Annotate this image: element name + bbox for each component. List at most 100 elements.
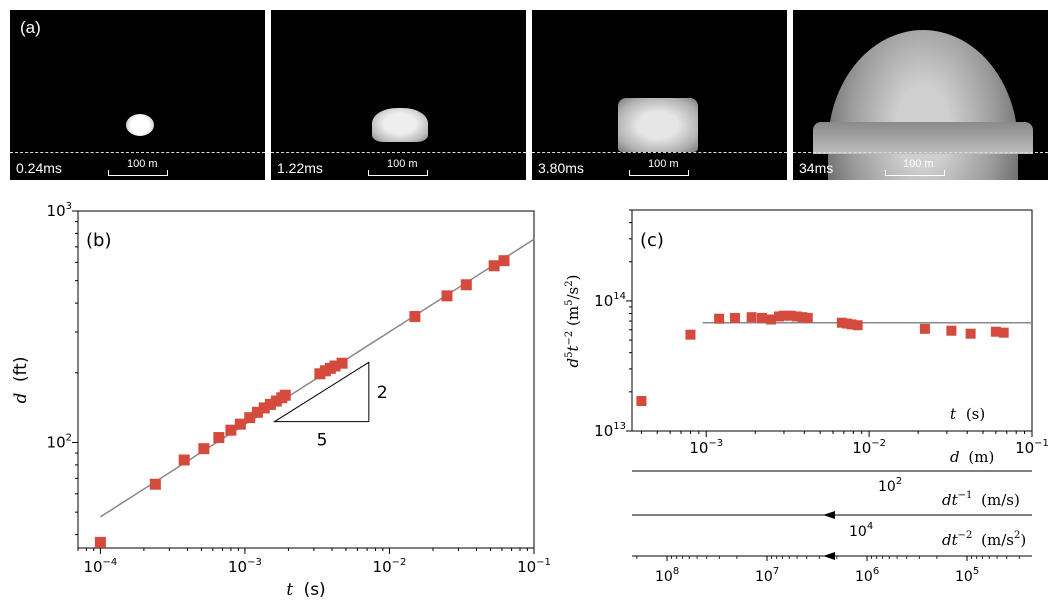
chart-b-point-0 bbox=[94, 536, 106, 548]
chart-c-x-tick-labels: 10−3 10−2 10−1 bbox=[689, 438, 1049, 457]
frame-2-time: 1.22ms bbox=[277, 160, 323, 176]
chart-c-point-18 bbox=[946, 325, 957, 336]
frame-1-scale-label: 100 m bbox=[127, 158, 158, 170]
acc-tick-8: 108 bbox=[655, 566, 679, 585]
chart-b-xtick-1: 10−3 bbox=[228, 557, 262, 576]
dust-skirt bbox=[813, 122, 1033, 154]
chart-c-ytick-1: 1014 bbox=[594, 291, 626, 310]
chart-b-point-1 bbox=[149, 478, 161, 490]
chart-b-xlabel-unit: (s) bbox=[304, 580, 326, 600]
chart-b-point-19 bbox=[409, 311, 421, 323]
chart-b-x-tick-labels: 10−4 10−3 10−2 10−1 bbox=[83, 557, 550, 576]
chart-c-xtick-1: 10−2 bbox=[852, 438, 886, 457]
chart-c: 10−3 10−2 10−1 1013 1014 (c) t (s) d5t−2 (m… bbox=[564, 209, 1049, 585]
chart-c-point-1 bbox=[685, 329, 696, 340]
panel-a-label: (a) bbox=[20, 18, 41, 37]
secondary-axis-acceleration-label: dt−2 (m/s2) bbox=[942, 524, 1026, 549]
chart-b-ylabel-var: d bbox=[11, 392, 31, 403]
frame-4-scale-label: 100 m bbox=[903, 158, 934, 170]
chart-c-point-5 bbox=[757, 312, 768, 323]
chart-c-point-20 bbox=[990, 326, 1001, 337]
frame-2: 1.22ms 100 m bbox=[271, 10, 526, 180]
chart-b-xlabel: t (s) bbox=[286, 580, 325, 600]
chart-c-point-10 bbox=[791, 311, 802, 322]
chart-c-point-3 bbox=[729, 312, 740, 323]
chart-b-point-13 bbox=[279, 389, 291, 401]
chart-c-point-19 bbox=[965, 328, 976, 339]
chart-b-xlabel-var: t bbox=[286, 580, 293, 600]
secondary-axis-d-tick: 102 bbox=[878, 476, 902, 495]
slope-run-label: 5 bbox=[317, 431, 328, 451]
frame-4-time: 34ms bbox=[799, 160, 834, 176]
chart-c-point-15 bbox=[846, 319, 857, 330]
frame-3: 3.80ms 100 m bbox=[532, 10, 787, 180]
slope-triangle bbox=[272, 361, 370, 423]
chart-b-point-10 bbox=[264, 398, 276, 410]
chart-c-inner-xlabel-var: t bbox=[950, 405, 957, 423]
acc-tick-7: 107 bbox=[755, 566, 779, 585]
chart-b-point-18 bbox=[336, 357, 348, 369]
panel-c-label: (c) bbox=[640, 230, 664, 251]
secondary-axis-acceleration-arrow bbox=[823, 552, 835, 560]
secondary-axis-d-label: d (m) bbox=[950, 448, 994, 466]
fireball-2 bbox=[372, 108, 428, 142]
chart-b-point-7 bbox=[244, 412, 256, 424]
chart-b-point-6 bbox=[234, 418, 246, 430]
chart-b-xtick-0: 10−4 bbox=[83, 557, 117, 576]
chart-b-point-17 bbox=[329, 360, 341, 372]
chart-b-point-9 bbox=[258, 402, 270, 414]
chart-b-xtick-3: 10−1 bbox=[517, 557, 551, 576]
chart-c-point-2 bbox=[714, 313, 725, 324]
chart-b-point-2 bbox=[178, 454, 190, 466]
acc-tick-5: 105 bbox=[955, 566, 979, 585]
frame-3-scale-label: 100 m bbox=[648, 158, 679, 170]
chart-b-point-8 bbox=[251, 406, 263, 418]
secondary-axis-velocity-tick: 104 bbox=[849, 521, 873, 540]
frame-4-scale-bar bbox=[885, 170, 945, 176]
secondary-axis-velocity-label: dt−1 (m/s) bbox=[942, 484, 1020, 509]
chart-c-point-21 bbox=[998, 327, 1009, 338]
frame-2-scale-bar bbox=[368, 170, 428, 176]
chart-c-ticks bbox=[626, 209, 1033, 437]
frame-2-scale-label: 100 m bbox=[387, 158, 418, 170]
fireball-3 bbox=[618, 98, 698, 152]
chart-c-ylabel: d5t−2 (m5/s2) bbox=[564, 275, 582, 368]
chart-c-point-13 bbox=[836, 317, 847, 328]
chart-b-point-21 bbox=[460, 279, 472, 291]
chart-c-point-8 bbox=[778, 310, 789, 321]
frame-4: 34ms 100 m bbox=[793, 10, 1048, 180]
chart-c-xtick-2: 10−1 bbox=[1015, 438, 1049, 457]
secondary-axis-acceleration-minor-ticks bbox=[636, 556, 1020, 559]
chart-c-frame bbox=[631, 209, 1033, 432]
chart-b-point-5 bbox=[225, 424, 237, 436]
chart-b-xtick-2: 10−2 bbox=[373, 557, 407, 576]
chart-c-inner-xlabel-unit: (s) bbox=[966, 405, 985, 423]
chart-b-ylabel: d (ft) bbox=[11, 357, 31, 404]
frame-1-scale-bar bbox=[108, 170, 168, 176]
chart-c-y-tick-labels: 1013 1014 bbox=[594, 291, 626, 440]
secondary-axis-velocity-arrow bbox=[823, 511, 835, 519]
chart-c-points bbox=[636, 310, 1009, 407]
chart-c-point-9 bbox=[785, 310, 796, 321]
chart-b-point-22 bbox=[488, 260, 500, 272]
chart-b-ylabel-unit: (ft) bbox=[11, 357, 31, 383]
chart-b-points bbox=[94, 255, 510, 548]
fireball-1 bbox=[126, 114, 154, 136]
chart-b: 10−4 10−3 10−2 10−1 102 103 2 5 (b) t (s) d … bbox=[11, 201, 551, 600]
acc-tick-6: 106 bbox=[855, 566, 879, 585]
chart-b-frame bbox=[77, 210, 535, 549]
chart-c-point-11 bbox=[797, 312, 808, 323]
chart-c-point-4 bbox=[746, 312, 757, 323]
panel-b-label: (b) bbox=[86, 230, 111, 251]
chart-c-xtick-0: 10−3 bbox=[689, 438, 723, 457]
chart-b-ticks bbox=[72, 210, 535, 554]
chart-b-y-tick-labels: 102 103 bbox=[47, 201, 72, 451]
chart-b-ytick-0: 102 bbox=[47, 432, 72, 451]
chart-c-point-0 bbox=[636, 396, 647, 407]
chart-b-ytick-1: 103 bbox=[47, 201, 72, 220]
chart-c-point-12 bbox=[802, 312, 813, 323]
chart-b-point-23 bbox=[498, 255, 510, 267]
chart-b-point-20 bbox=[441, 290, 453, 302]
frame-3-time: 3.80ms bbox=[538, 160, 584, 176]
chart-c-ytick-0: 1013 bbox=[594, 421, 626, 440]
